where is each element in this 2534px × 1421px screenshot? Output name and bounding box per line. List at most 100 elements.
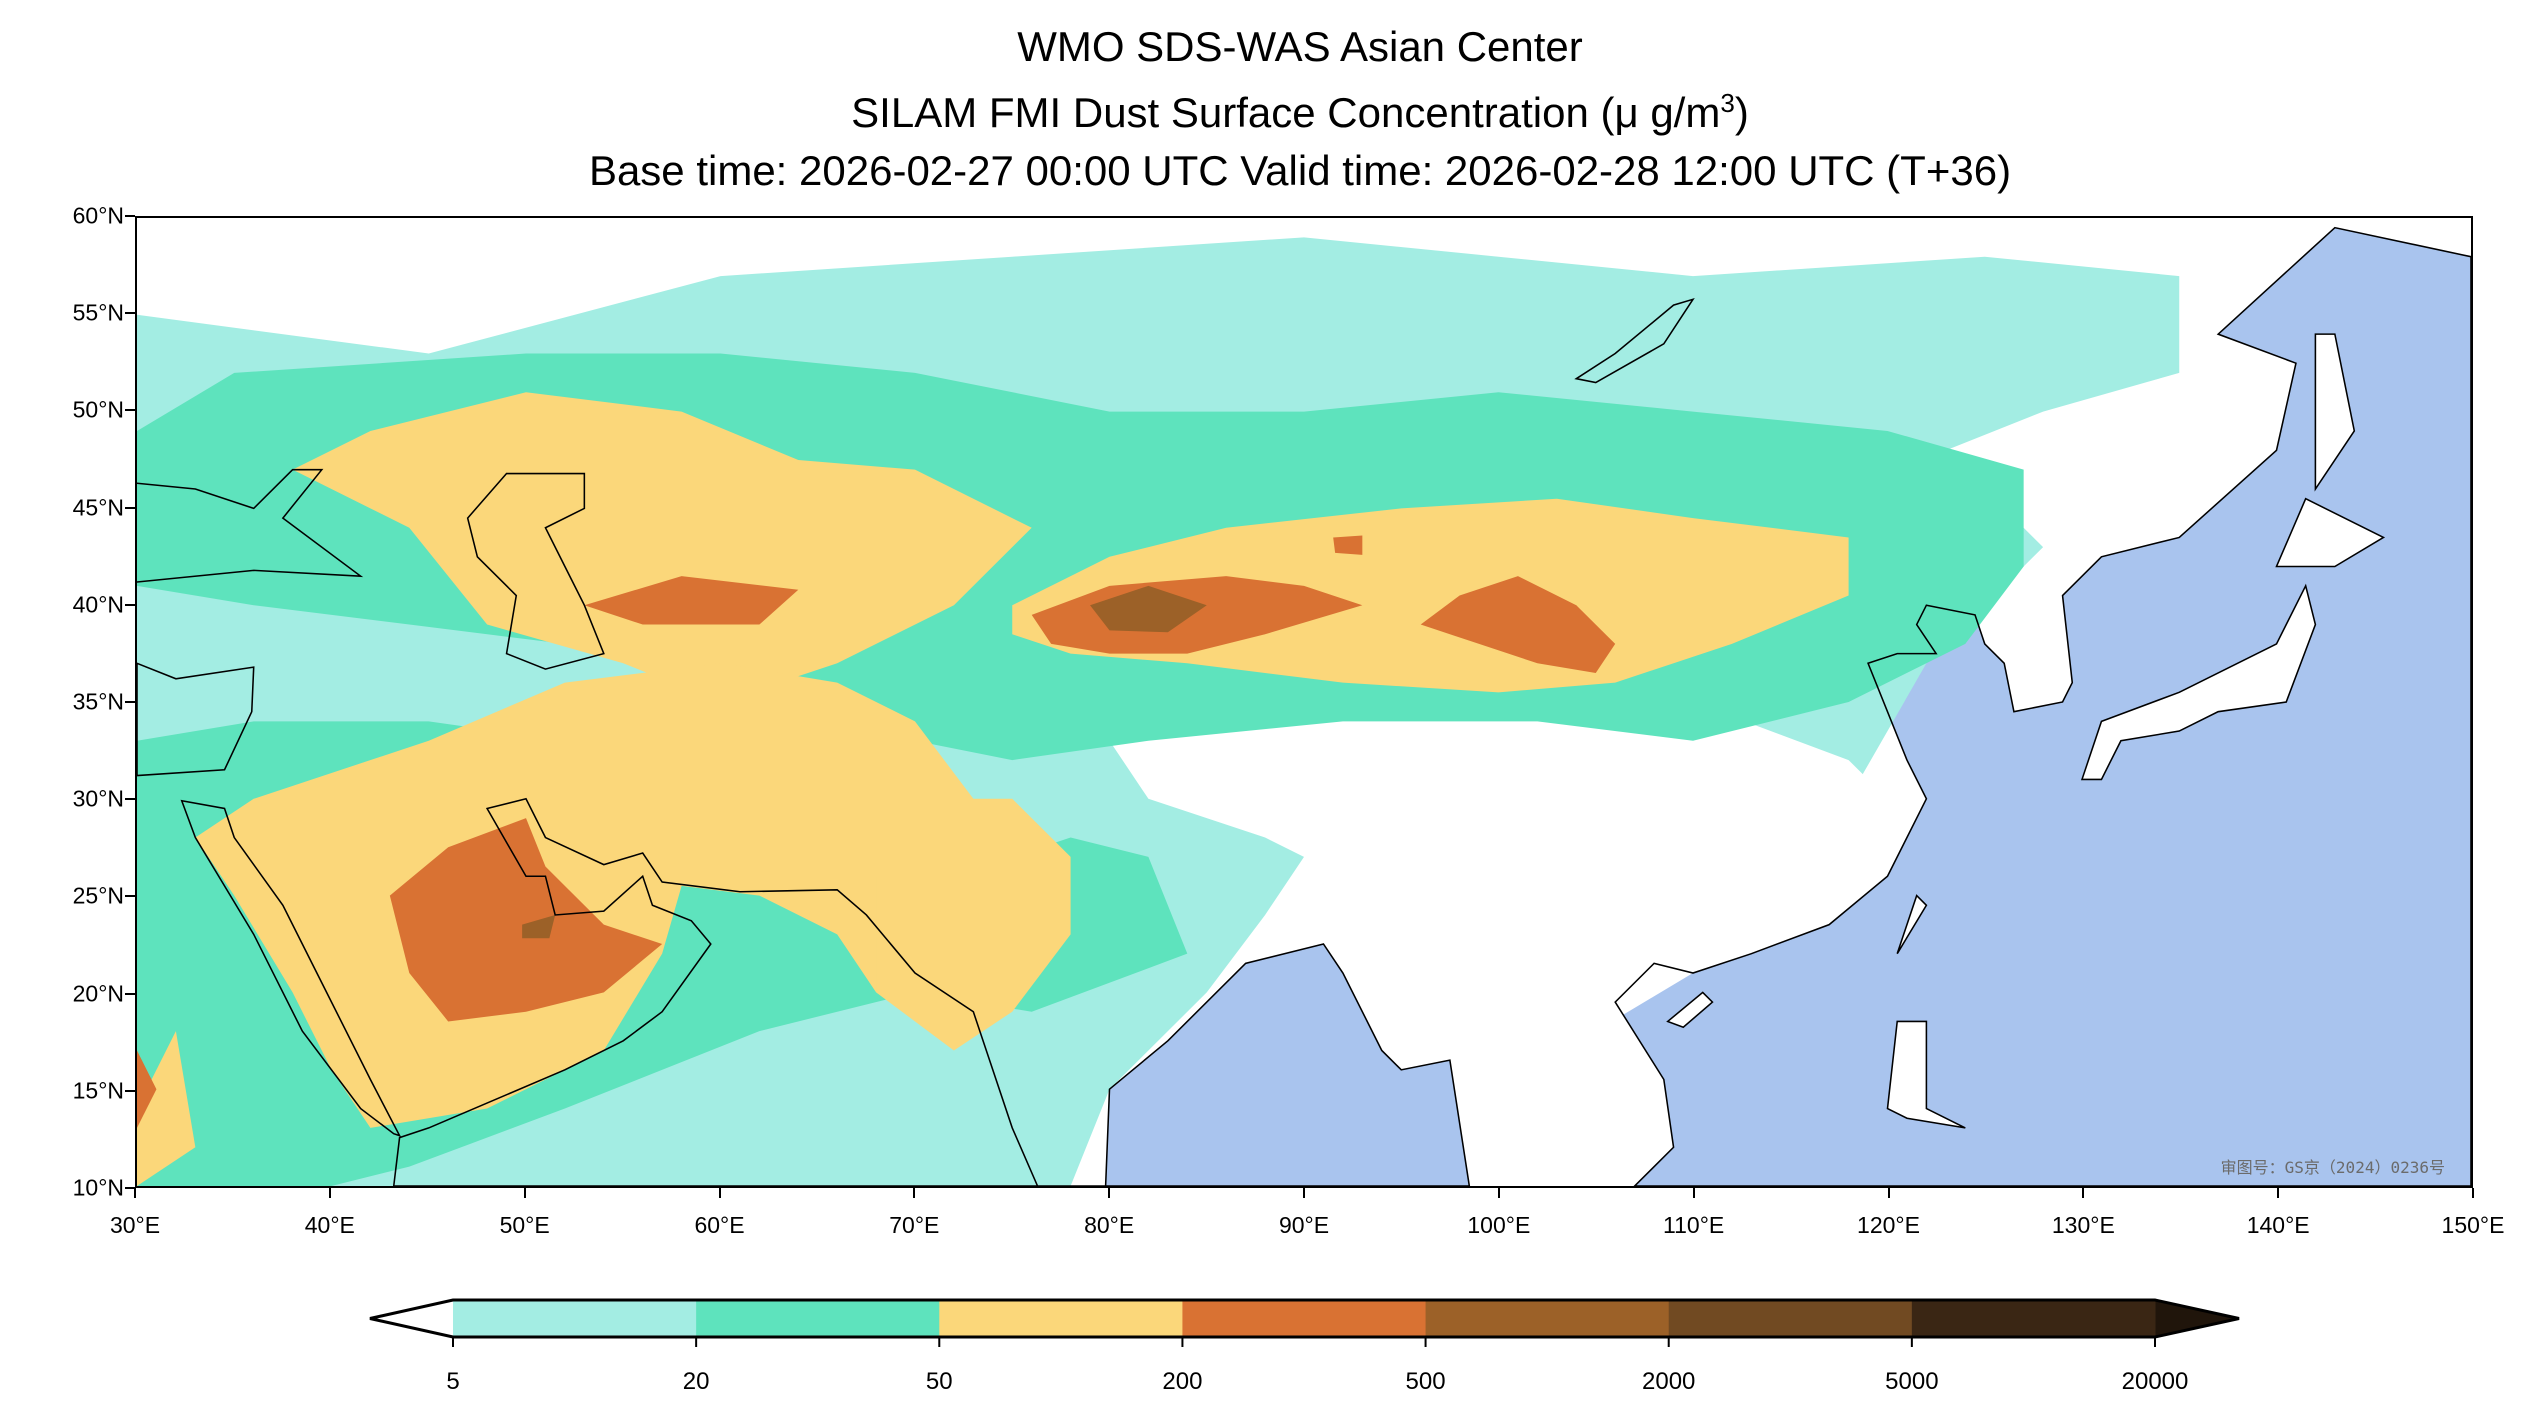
dust-level-200-500 <box>1333 535 1363 555</box>
y-tick-label: 35°N <box>72 688 124 715</box>
x-tick <box>1497 1188 1500 1198</box>
colorbar-segment <box>1182 1300 1427 1337</box>
x-tick-label: 50°E <box>499 1212 550 1238</box>
x-tick <box>2472 1188 2474 1198</box>
y-tick <box>125 992 135 995</box>
y-tick <box>125 603 135 606</box>
dust-level-50-200 <box>195 663 993 1128</box>
y-tick-label: 50°N <box>72 396 124 423</box>
colorbar-tick-label: 2000 <box>1642 1368 1696 1395</box>
x-tick <box>718 1188 721 1198</box>
y-tick-label: 15°N <box>72 1077 124 1104</box>
colorbar-over-arrow <box>2155 1300 2239 1337</box>
colorbar-outline <box>369 1298 2240 1339</box>
dust-level-500-2000 <box>522 914 556 939</box>
x-tick-label: 100°E <box>1467 1212 1531 1238</box>
colorbar-tick-label: 500 <box>1405 1368 1446 1395</box>
colorbar-tick-label: 5 <box>446 1368 460 1395</box>
colorbar-tick-label: 5000 <box>1885 1368 1939 1395</box>
honshu-island <box>2080 583 2317 781</box>
y-tick-label: 10°N <box>72 1174 124 1201</box>
x-tick-label: 70°E <box>889 1212 940 1238</box>
map-approval-number: 审图号：GS京（2024）0236号 <box>2220 1158 2445 1177</box>
y-tick-label: 25°N <box>72 882 124 909</box>
dust-concentration-map: 审图号：GS京（2024）0236号 <box>135 216 2473 1188</box>
colorbar-segment <box>696 1300 940 1337</box>
x-tick <box>2082 1188 2085 1198</box>
coastline <box>137 468 364 583</box>
dust-level-500-2000 <box>1090 585 1207 633</box>
y-tick <box>125 506 135 509</box>
colorbar-segment <box>1668 1300 1913 1337</box>
dust-level-50-200 <box>292 392 1032 702</box>
chart-title: WMO SDS-WAS Asian Center <box>1017 23 1583 70</box>
y-tick <box>125 895 135 898</box>
colorbar-segment <box>453 1300 697 1337</box>
colorbar-tick-label: 50 <box>925 1368 953 1395</box>
x-tick-label: 80°E <box>1084 1212 1135 1238</box>
dust-level-50-200 <box>876 798 1071 1051</box>
coastline <box>392 797 1471 1186</box>
coastline <box>1574 297 1695 384</box>
colorbar-under-arrow <box>370 1300 453 1337</box>
y-tick <box>125 215 135 217</box>
pacific-ocean <box>1615 227 2471 1186</box>
x-tick-label: 90°E <box>1278 1212 1330 1238</box>
coastline <box>180 799 402 1138</box>
subtitle-close: ) <box>1734 89 1749 136</box>
dust-level-200-500 <box>1031 576 1363 654</box>
colorbar-segment <box>1911 1300 2156 1337</box>
x-tick <box>1108 1188 1111 1198</box>
y-tick-label: 45°N <box>72 494 124 521</box>
unit-text: μ g/m <box>1614 89 1721 136</box>
x-tick <box>1303 1188 1305 1198</box>
dust-level-200-500 <box>584 576 799 625</box>
x-tick-label: 40°E <box>304 1212 355 1238</box>
dust-level-200-500 <box>1420 576 1616 673</box>
colorbar-segment <box>939 1300 1183 1337</box>
y-tick-label: 20°N <box>72 980 124 1007</box>
coastline <box>137 662 255 777</box>
x-tick <box>913 1188 916 1198</box>
x-tick <box>523 1188 526 1198</box>
x-tick-label: 140°E <box>2246 1212 2310 1238</box>
hokkaido-island <box>2275 497 2386 568</box>
colorbar-tick-label: 20000 <box>2121 1368 2189 1395</box>
x-tick <box>134 1188 136 1198</box>
colorbar-tick-label: 200 <box>1162 1368 1203 1395</box>
y-tick <box>125 409 135 412</box>
x-tick <box>1887 1188 1890 1198</box>
y-tick <box>125 1089 135 1092</box>
y-tick <box>125 701 135 703</box>
hainan-island <box>1666 991 1714 1029</box>
colorbar-segment <box>1425 1300 1670 1337</box>
x-tick <box>2277 1188 2280 1198</box>
dust-level-200-500 <box>137 1050 157 1128</box>
sakhalin-island <box>2314 333 2356 492</box>
forecast-time: Base time: 2026-02-27 00:00 UTC Valid ti… <box>588 147 2012 194</box>
dust-free-region <box>1109 692 1888 1070</box>
x-tick-label: 110°E <box>1663 1212 1725 1238</box>
y-tick-label: 30°N <box>72 785 124 812</box>
luzon-island <box>1886 1020 1966 1129</box>
y-tick <box>125 312 135 315</box>
x-tick <box>328 1188 331 1198</box>
y-tick <box>125 798 135 801</box>
map-canvas <box>137 226 2471 1186</box>
dust-level-50-200 <box>137 1031 196 1186</box>
unit-exponent: 3 <box>1720 88 1735 118</box>
y-tick-label: 55°N <box>72 299 124 326</box>
x-tick-label: 60°E <box>694 1212 745 1238</box>
x-tick <box>1692 1188 1695 1198</box>
y-tick-label: 40°N <box>72 591 124 618</box>
dust-level-200-500 <box>389 818 663 1022</box>
x-tick-label: 150°E <box>2441 1212 2505 1238</box>
y-tick <box>125 1187 135 1189</box>
taiwan-island <box>1896 894 1928 955</box>
coastline <box>466 472 605 670</box>
y-tick-label: 60°N <box>72 202 124 229</box>
chart-subtitle: SILAM FMI Dust Surface Concentration (μ … <box>0 90 2534 134</box>
colorbar-tick-label: 20 <box>682 1368 710 1395</box>
x-tick-label: 120°E <box>1857 1212 1920 1238</box>
subtitle-text: SILAM FMI Dust Surface Concentration ( <box>851 89 1615 136</box>
